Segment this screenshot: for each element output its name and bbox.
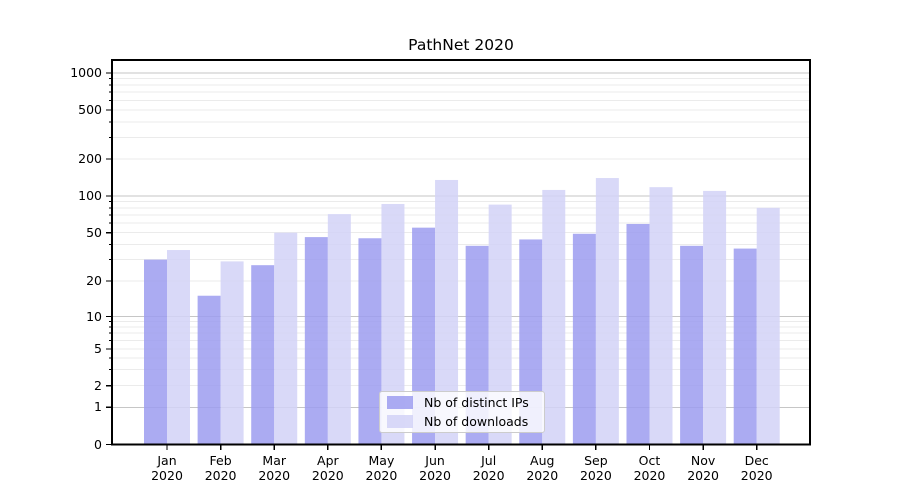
legend-swatch-downloads bbox=[387, 414, 413, 428]
bar-ips-nov bbox=[680, 245, 704, 445]
x-tick-label: Apr 2020 bbox=[311, 452, 344, 484]
y-tick-label: 1 bbox=[94, 399, 102, 415]
legend-label-downloads: Nb of downloads bbox=[424, 413, 529, 429]
bar-downloads-oct bbox=[649, 187, 673, 445]
x-tick-label: Jul 2020 bbox=[472, 452, 505, 484]
x-tick-label: Nov 2020 bbox=[687, 452, 719, 484]
y-tick-label: 10 bbox=[86, 308, 102, 324]
x-tick-label: Oct 2020 bbox=[633, 452, 666, 484]
bar-downloads-apr bbox=[327, 214, 351, 445]
x-tick-label: Jun 2020 bbox=[419, 452, 451, 484]
bar-downloads-may bbox=[381, 203, 405, 445]
bar-ips-jan bbox=[144, 259, 167, 445]
x-tick-label: Sep 2020 bbox=[579, 452, 612, 484]
bar-ips-may bbox=[358, 238, 382, 445]
bar-ips-apr bbox=[304, 237, 328, 445]
legend-item-ips: Nb of distinct IPs bbox=[380, 394, 544, 411]
bar-downloads-dec bbox=[756, 207, 780, 445]
y-tick-label: 100 bbox=[78, 188, 102, 203]
chart-title: PathNet 2020 bbox=[408, 36, 514, 54]
bar-ips-feb bbox=[197, 295, 221, 445]
x-tick-label: Feb 2020 bbox=[204, 452, 237, 484]
bar-downloads-feb bbox=[220, 261, 244, 445]
plot-frame bbox=[111, 59, 811, 446]
y-tick-label: 2 bbox=[94, 377, 102, 393]
axes bbox=[106, 59, 811, 450]
bar-downloads-nov bbox=[703, 190, 727, 445]
bar-ips-jun bbox=[412, 227, 436, 445]
y-tick-label: 1000 bbox=[70, 65, 102, 80]
y-tick-label: 200 bbox=[78, 151, 102, 166]
y-tick-label: 500 bbox=[78, 102, 102, 117]
legend: Nb of distinct IPs Nb of downloads bbox=[379, 391, 545, 433]
y-tick-label: 0 bbox=[94, 436, 102, 452]
legend-item-downloads: Nb of downloads bbox=[380, 413, 544, 430]
bar-ips-mar bbox=[251, 265, 275, 445]
bar-downloads-jun bbox=[435, 179, 459, 445]
y-tick-label: 20 bbox=[86, 273, 102, 288]
gridlines bbox=[112, 72, 810, 408]
x-tick-label: Jan 2020 bbox=[151, 452, 183, 484]
y-tick-label: 50 bbox=[86, 224, 102, 240]
bar-ips-dec bbox=[733, 248, 757, 445]
y-tick-label: 5 bbox=[94, 341, 102, 356]
bar-downloads-sep bbox=[595, 178, 619, 445]
x-tick-label: Mar 2020 bbox=[258, 452, 291, 484]
bar-downloads-jul bbox=[488, 204, 512, 445]
x-tick-label: May 2020 bbox=[365, 452, 398, 484]
bar-downloads-aug bbox=[542, 189, 566, 445]
bar-ips-sep bbox=[572, 233, 596, 445]
bar-downloads-mar bbox=[274, 232, 298, 445]
x-tick-label: Dec 2020 bbox=[740, 452, 773, 484]
legend-swatch-ips bbox=[387, 396, 413, 410]
legend-label-ips: Nb of distinct IPs bbox=[424, 395, 529, 411]
bar-ips-oct bbox=[626, 223, 650, 445]
bar-downloads-jan bbox=[167, 250, 190, 445]
x-tick-label: Aug 2020 bbox=[526, 452, 559, 484]
